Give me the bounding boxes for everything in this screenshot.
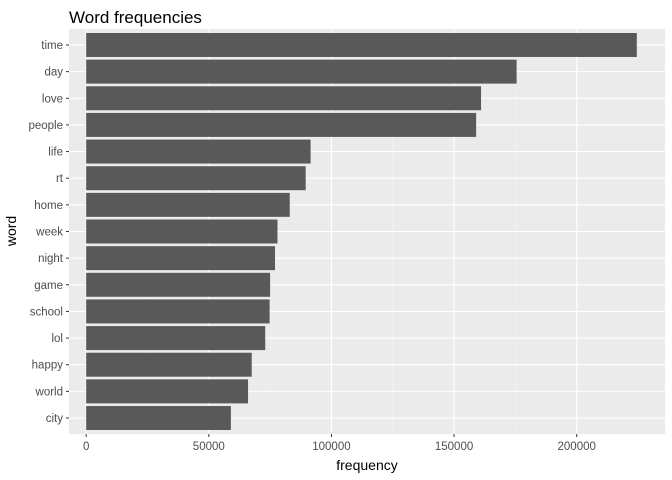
bar-night [86, 246, 276, 271]
x-tick-label: 200000 [558, 441, 596, 453]
y-axis-title: word [3, 216, 19, 247]
bar-life [86, 139, 311, 164]
bar-lol [86, 326, 266, 351]
y-tick-label: night [38, 253, 64, 265]
y-tick-label: life [48, 147, 63, 159]
y-axis: time day love people life rt home week night game… [28, 40, 69, 425]
y-tick-label: rt [56, 173, 64, 185]
x-tick-label: 50000 [193, 441, 225, 453]
x-axis: 0 50000 100000 150000 200000 [83, 434, 596, 453]
bar-school [86, 299, 270, 324]
x-tick-label: 0 [83, 441, 89, 453]
y-tick-label: happy [32, 360, 64, 372]
bar-game [86, 272, 271, 297]
y-tick-label: day [44, 67, 63, 79]
bar-rt [86, 166, 306, 191]
bar-love [86, 86, 482, 111]
x-axis-title: frequency [336, 457, 397, 473]
bar-time [86, 32, 637, 57]
y-tick-label: lol [51, 333, 63, 345]
y-tick-label: city [46, 413, 64, 425]
y-tick-label: people [28, 120, 63, 132]
x-tick-label: 150000 [435, 441, 473, 453]
y-tick-label: home [34, 200, 63, 212]
bar-home [86, 192, 290, 217]
bar-day [86, 59, 517, 84]
y-tick-label: love [42, 93, 63, 105]
x-tick-label: 100000 [312, 441, 350, 453]
bar-people [86, 112, 477, 137]
y-tick-label: world [35, 386, 63, 398]
y-tick-label: week [35, 227, 63, 239]
bar-happy [86, 352, 252, 377]
y-tick-label: school [30, 306, 63, 318]
y-tick-label: time [41, 40, 63, 52]
y-tick-label: game [34, 280, 63, 292]
bar-city [86, 406, 231, 431]
bar-world [86, 379, 249, 404]
bar-week [86, 219, 278, 244]
chart-title: Word frequencies [69, 8, 202, 27]
bars [86, 32, 637, 431]
